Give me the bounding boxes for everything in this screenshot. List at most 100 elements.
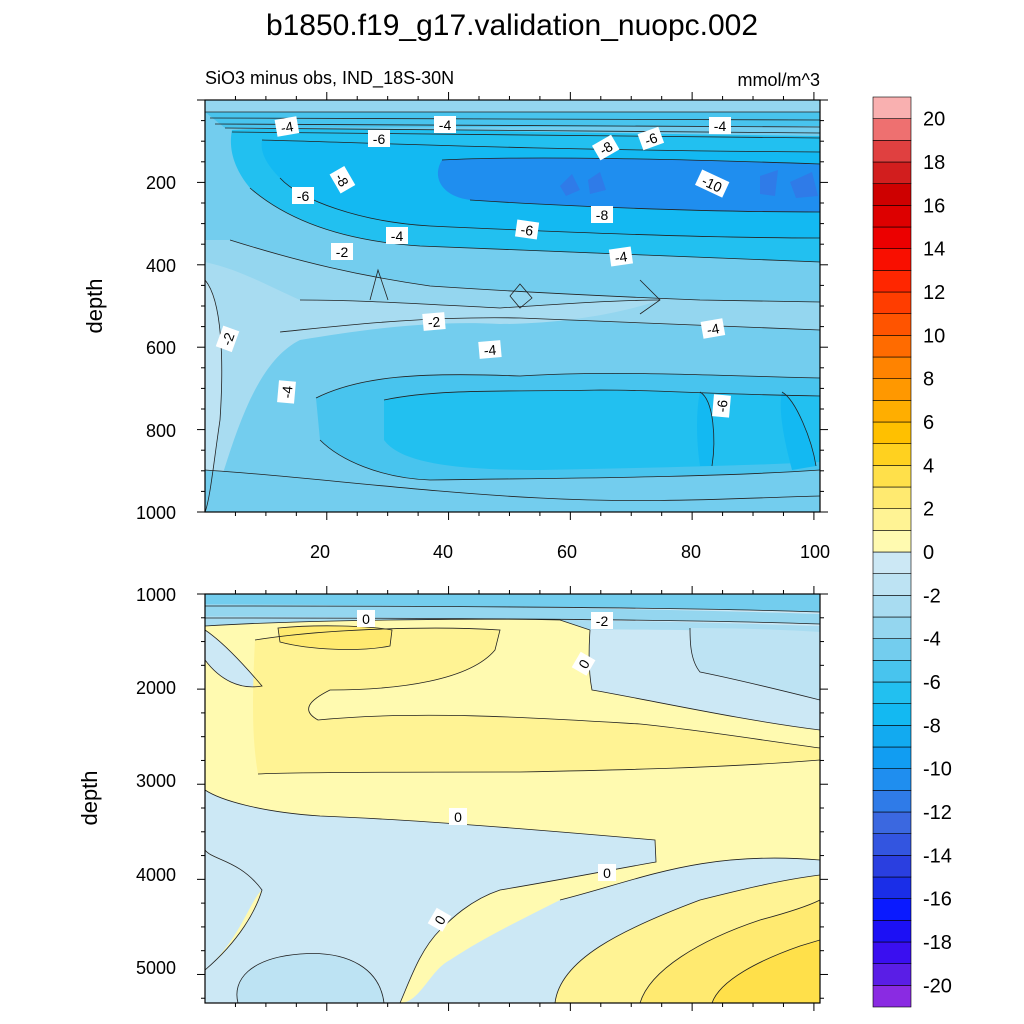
top-contour-label: -6 xyxy=(642,129,659,148)
top-contour-labels: -4 -6 -4 -8 -6 -4 -8 -10 -6 -8 -4 -6 -2 … xyxy=(215,116,731,418)
top-contour-label: -4 xyxy=(279,118,294,136)
colorbar-swatch xyxy=(872,963,912,986)
colorbar-swatch xyxy=(872,638,912,661)
bottom-plot-frame xyxy=(204,593,821,1004)
top-fill-band-12d xyxy=(790,172,818,198)
colorbar-swatch xyxy=(872,703,912,726)
chart-title: b1850.f19_g17.validation_nuopc.002 xyxy=(266,9,758,42)
colorbar-label: 20 xyxy=(923,109,945,131)
colorbar-label: 12 xyxy=(923,282,945,304)
top-ytick-600: 600 xyxy=(146,338,176,358)
bot-contour-2 xyxy=(205,617,820,625)
colorbar-swatch xyxy=(872,335,912,358)
colorbar-swatch xyxy=(872,96,912,119)
top-contour-8 xyxy=(469,199,820,213)
bot-ytick-5000: 5000 xyxy=(136,958,176,978)
top-contour-label: -4 xyxy=(705,320,720,338)
bot-fill-neg-right xyxy=(690,628,820,700)
top-axis-labels: 200 400 600 800 1000 20 40 60 80 100 xyxy=(136,173,830,562)
bot-fill-top-neg3 xyxy=(205,594,820,612)
colorbar-swatch xyxy=(872,833,912,856)
bottom-panel: 1000 2000 3000 4000 5000 depth 0 -2 0 0 … xyxy=(77,585,821,1004)
colorbar-swatch xyxy=(872,443,912,466)
colorbar-swatch xyxy=(872,226,912,249)
top-fill-deep-8a xyxy=(697,392,714,466)
colorbar-swatch xyxy=(872,248,912,271)
top-ytick-800: 800 xyxy=(146,421,176,441)
colorbar-swatch xyxy=(872,183,912,206)
colorbar-swatch xyxy=(872,465,912,488)
colorbar-swatch xyxy=(872,790,912,813)
top-contour-label: -4 xyxy=(614,248,629,266)
colorbar-label: 0 xyxy=(923,542,934,564)
colorbar-swatch xyxy=(872,205,912,228)
colorbar-swatch xyxy=(872,118,912,141)
top-contour-22 xyxy=(509,283,533,309)
top-contour-6 xyxy=(261,139,820,153)
top-contour-7 xyxy=(441,157,820,165)
bot-contour-9 xyxy=(559,857,820,901)
bot-contour-label: 0 xyxy=(603,865,611,881)
colorbar-label: -2 xyxy=(923,585,941,607)
bot-ytick-4000: 4000 xyxy=(136,865,176,885)
top-contour-23 xyxy=(639,279,661,315)
top-contour-15 xyxy=(383,389,820,401)
colorbar-label: -20 xyxy=(923,975,952,997)
bot-contour-label: 0 xyxy=(362,611,370,627)
colorbar-label: -10 xyxy=(923,759,952,781)
colorbar-swatch xyxy=(872,140,912,163)
colorbar-label: -18 xyxy=(923,932,952,954)
top-xtick-80: 80 xyxy=(681,542,701,562)
bot-fill-pos0-lower-neg xyxy=(205,790,656,1003)
top-contour-label: -4 xyxy=(483,341,497,358)
top-contour-lines xyxy=(205,111,820,512)
bot-ytick-3000: 3000 xyxy=(136,771,176,791)
colorbar-label: 14 xyxy=(923,239,945,261)
colorbar-swatch xyxy=(872,378,912,401)
bot-contour-3 xyxy=(205,618,820,731)
top-contour-19 xyxy=(699,391,715,467)
top-xtick-20: 20 xyxy=(310,542,330,562)
top-fill-bottom-band xyxy=(205,470,820,512)
colorbar-swatch xyxy=(872,595,912,618)
colorbar-swatch xyxy=(872,660,912,683)
colorbar-swatch xyxy=(872,746,912,769)
top-contour-label: -4 xyxy=(714,118,727,134)
colorbar: 20181614121086420-2-4-6-8-10-12-14-16-18… xyxy=(872,96,952,1008)
bot-fill-pos2-upper xyxy=(278,625,392,650)
colorbar-swatch xyxy=(872,291,912,314)
bot-contour-labels: 0 -2 0 0 0 0 xyxy=(357,610,616,932)
colorbar-swatch xyxy=(872,161,912,184)
top-contour-21 xyxy=(369,268,389,301)
top-fill-band-12a xyxy=(560,174,580,196)
colorbar-swatch xyxy=(872,876,912,899)
colorbar-swatch xyxy=(872,530,912,553)
colorbar-label: 6 xyxy=(923,412,934,434)
bot-contour-8 xyxy=(205,849,263,971)
subtitle-left: SiO3 minus obs, IND_18S-30N xyxy=(205,68,454,89)
colorbar-swatch xyxy=(872,898,912,921)
bot-contour-11 xyxy=(639,899,820,1003)
colorbar-swatch xyxy=(872,811,912,834)
bot-fill-neg-pocket xyxy=(236,953,384,1003)
bot-contour-4 xyxy=(277,625,393,650)
colorbar-swatch xyxy=(872,941,912,964)
bot-contour-10 xyxy=(554,874,820,1003)
top-contour-label: -6 xyxy=(373,131,386,147)
top-fill-deep-8b xyxy=(780,392,816,470)
bot-ytick-2000: 2000 xyxy=(136,678,176,698)
top-contour-label: -4 xyxy=(439,117,452,133)
colorbar-swatch xyxy=(872,551,912,574)
colorbar-label: -4 xyxy=(923,629,941,651)
bot-fill-pos3-lower xyxy=(712,940,820,1003)
colorbar-swatch xyxy=(872,356,912,379)
top-contour-label: -2 xyxy=(218,330,237,347)
top-fill-weak-1 xyxy=(205,262,660,500)
top-contour-9 xyxy=(279,177,820,239)
colorbar-label: 4 xyxy=(923,455,934,477)
top-fill-band-12c xyxy=(760,170,778,196)
top-fill-band-12b xyxy=(588,172,606,194)
colorbar-swatch xyxy=(872,855,912,878)
colorbar-swatch xyxy=(872,985,912,1008)
